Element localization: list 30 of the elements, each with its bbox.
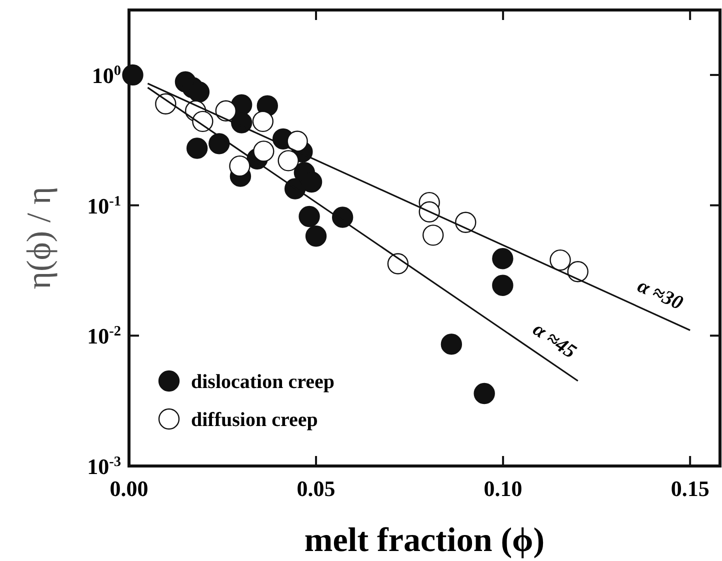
point xyxy=(305,226,327,247)
point xyxy=(253,140,274,162)
legend-label: diffusion creep xyxy=(191,409,318,431)
point xyxy=(229,155,250,177)
point xyxy=(122,64,144,86)
point xyxy=(492,248,514,270)
y-tick-label: 10$^{-2}$ xyxy=(87,324,121,349)
x-axis-title: melt fraction (ϕ) xyxy=(304,522,545,559)
y-tick-label: 10$^{-1}$ xyxy=(87,193,121,218)
legend-label: dislocation creep xyxy=(191,371,335,393)
y-axis-title: η(ϕ) / η xyxy=(21,186,58,290)
point xyxy=(186,138,208,159)
y-tick-label: 10$^{-3}$ xyxy=(87,454,121,479)
x-tick-label: 0.00 xyxy=(110,476,148,501)
point xyxy=(440,334,462,355)
point xyxy=(208,133,230,154)
point xyxy=(252,110,274,132)
y-tick-label: 10$^{0}$ xyxy=(92,62,121,88)
point xyxy=(474,382,495,404)
annotation: α ≈30 xyxy=(634,274,686,314)
point xyxy=(188,81,210,103)
point xyxy=(298,206,320,228)
point xyxy=(286,130,308,152)
point xyxy=(332,206,354,228)
point xyxy=(192,110,214,132)
x-tick-label: 0.15 xyxy=(670,476,710,501)
x-tick-label: 0.10 xyxy=(484,476,522,501)
annotation: α ≈45 xyxy=(528,318,580,364)
point xyxy=(492,274,514,296)
x-tick-label: 0.05 xyxy=(296,476,336,501)
